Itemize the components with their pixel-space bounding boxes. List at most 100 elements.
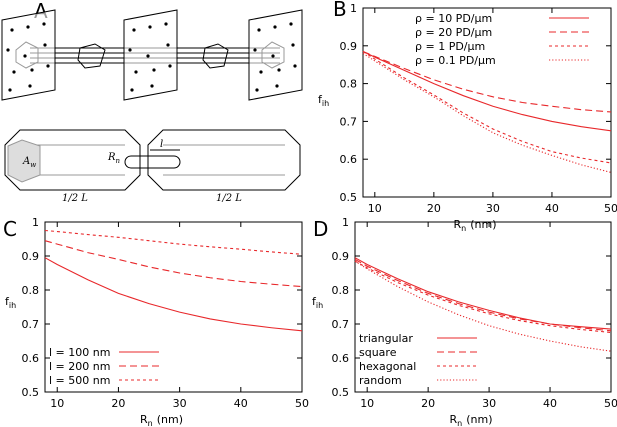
y-tick-label: 1 [342, 216, 349, 229]
y-tick-label: 0.5 [22, 386, 40, 399]
y-tick-label: 0.7 [22, 318, 40, 331]
y-tick-label: 0.8 [340, 78, 358, 91]
y-tick-label: 0.8 [22, 284, 40, 297]
x-tick-label: 40 [543, 397, 557, 410]
legend-label: ρ = 0.1 PD/µm [415, 54, 496, 67]
x-axis-label: Rn (nm) [449, 413, 492, 427]
label-sub: w [30, 161, 36, 169]
label: (nm) [470, 218, 496, 231]
label: A [22, 156, 30, 167]
label-sub: ih [322, 99, 329, 108]
x-tick-label: 30 [173, 397, 187, 410]
label: (nm) [157, 413, 183, 426]
series-line [362, 50, 612, 132]
label: R [140, 413, 148, 426]
legend-label: random [359, 374, 402, 387]
label-sub: n [148, 419, 153, 427]
legend-label: ρ = 20 PD/µm [415, 26, 492, 39]
label-sub: n [457, 419, 462, 427]
label: R [453, 218, 461, 231]
plane [123, 9, 178, 101]
label-sub: n [461, 224, 466, 233]
pd-dots [6, 22, 297, 92]
legend-label: triangular [359, 332, 413, 345]
y-tick-label: 0.6 [22, 352, 40, 365]
hexagon-outline [15, 41, 285, 69]
x-tick-label: 20 [111, 397, 125, 410]
label: f [318, 93, 323, 106]
legend-label: l = 200 nm [49, 360, 110, 373]
panel-letter: C [3, 217, 17, 241]
series-line [362, 50, 612, 113]
x-tick-label: 40 [545, 202, 559, 215]
series-line [44, 229, 303, 255]
legend-label: hexagonal [359, 360, 416, 373]
label: f [5, 295, 10, 308]
x-tick-label: 20 [427, 202, 441, 215]
half-length-label: 1/2 L [216, 193, 242, 204]
x-tick-label: 10 [360, 397, 374, 410]
label-sub: ih [316, 301, 323, 310]
label: R [449, 413, 457, 426]
shaded-face [7, 139, 41, 183]
y-tick-label: 0.6 [332, 352, 350, 365]
x-tick-label: 10 [368, 202, 382, 215]
half-length-label: 1/2 L [62, 193, 88, 204]
panel-letter: B [333, 0, 347, 21]
series-line [44, 257, 303, 332]
plot-frame [354, 221, 612, 393]
series-line [354, 260, 612, 334]
radius-label: Rn [107, 152, 121, 165]
x-tick-label: 30 [486, 202, 500, 215]
label: f [312, 295, 317, 308]
y-tick-label: 1 [350, 2, 357, 15]
plot-frame [362, 7, 612, 198]
x-tick-label: 10 [50, 397, 64, 410]
y-tick-label: 0.5 [340, 191, 358, 204]
series-line [362, 51, 612, 164]
x-tick-label: 50 [604, 397, 617, 410]
x-tick-label: 50 [295, 397, 309, 410]
series-line [44, 240, 303, 288]
label-sub: n [116, 157, 121, 165]
y-tick-label: 0.6 [340, 153, 358, 166]
y-tick-label: 0.9 [340, 40, 358, 53]
series-line [362, 52, 612, 173]
cell-prism [4, 129, 301, 191]
y-axis-label: fih [5, 295, 16, 310]
x-tick-label: 30 [482, 397, 496, 410]
legend-label: square [359, 346, 397, 359]
y-tick-label: 0.9 [332, 250, 350, 263]
label: R [107, 152, 116, 163]
label: (nm) [466, 413, 492, 426]
legend-label: l = 100 nm [49, 346, 110, 359]
legend-label: ρ = 1 PD/µm [415, 40, 485, 53]
plane [1, 9, 56, 101]
y-axis-label: fih [318, 93, 329, 108]
x-axis-label: Rn (nm) [453, 218, 496, 233]
y-tick-label: 0.7 [340, 115, 358, 128]
y-axis-label: fih [312, 295, 323, 310]
x-tick-label: 20 [421, 397, 435, 410]
legend-label: ρ = 10 PD/µm [415, 12, 492, 25]
y-tick-label: 1 [32, 216, 39, 229]
x-axis-label: Rn (nm) [140, 413, 183, 427]
length-label: l [160, 139, 163, 150]
x-tick-label: 50 [604, 202, 617, 215]
x-tick-label: 40 [234, 397, 248, 410]
y-tick-label: 0.5 [332, 386, 350, 399]
y-tick-label: 0.7 [332, 318, 350, 331]
diagram: A Aw Rn l 1/2 L 1/2 L [1, 0, 303, 204]
y-tick-label: 0.9 [22, 250, 40, 263]
series-line [354, 258, 612, 332]
label-sub: ih [9, 301, 16, 310]
series-line [354, 260, 612, 352]
area-label: Aw [22, 156, 36, 169]
y-tick-label: 0.8 [332, 284, 350, 297]
panel-letter: D [313, 217, 328, 241]
series-line [354, 257, 612, 330]
plane [248, 9, 303, 101]
plot-frame [44, 221, 303, 393]
legend-label: l = 500 nm [49, 374, 110, 387]
